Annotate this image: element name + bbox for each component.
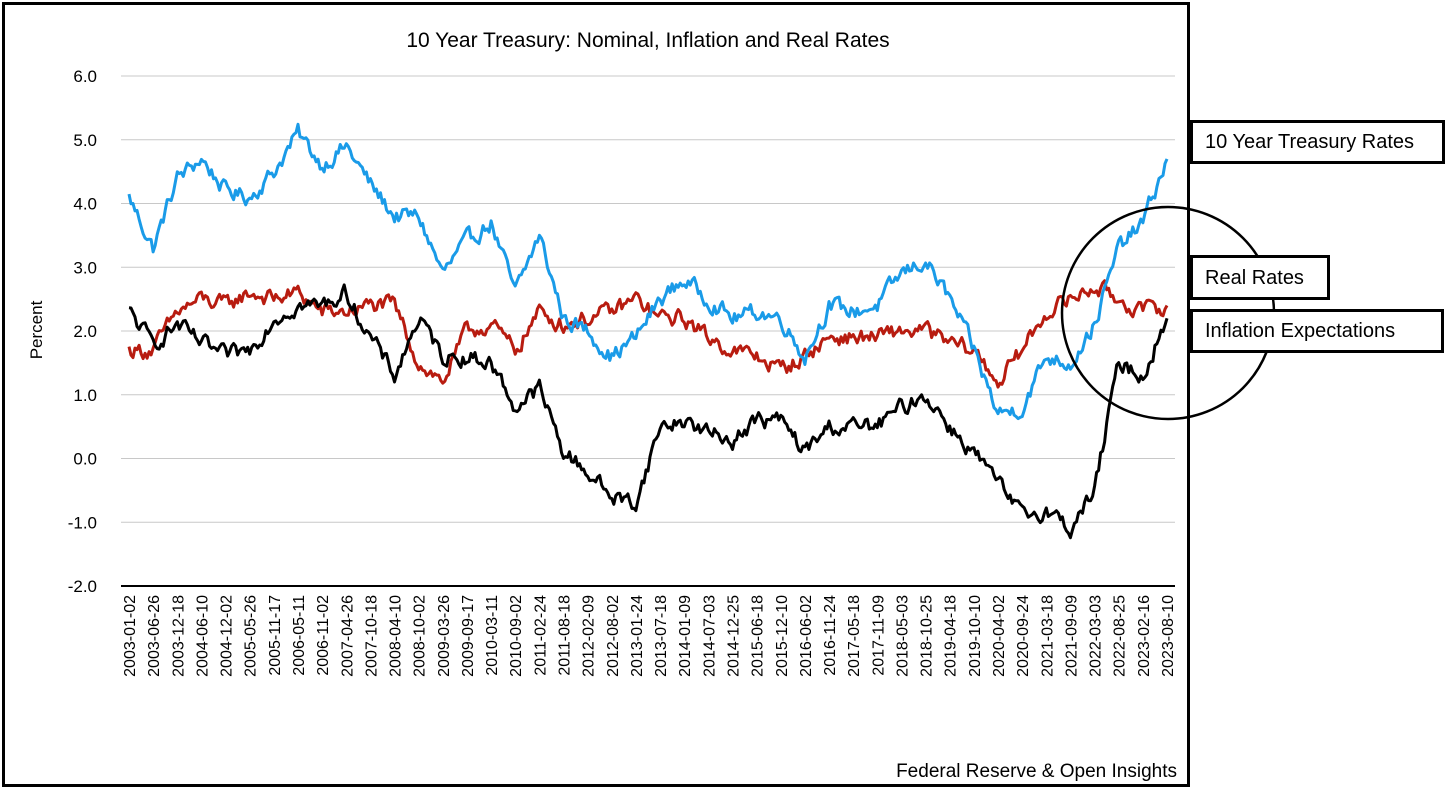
x-tick-label: 2007-10-18	[363, 595, 380, 677]
y-tick-label: -2.0	[68, 577, 97, 596]
y-tick-label: 5.0	[73, 131, 97, 150]
x-tick-label: 2012-08-02	[605, 595, 622, 677]
y-tick-label: -1.0	[68, 513, 97, 532]
x-tick-label: 2020-09-24	[1015, 595, 1032, 677]
legend-label-inflation: Inflation Expectations	[1205, 320, 1396, 342]
y-tick-label: 4.0	[73, 195, 97, 214]
x-tick-label: 2010-03-11	[484, 595, 501, 676]
x-tick-label: 2013-07-18	[653, 595, 670, 677]
x-tick-label: 2011-02-24	[532, 595, 549, 676]
legend-callout-nominal: 10 Year Treasury Rates	[1190, 120, 1445, 164]
x-tick-label: 2013-01-24	[629, 595, 646, 677]
source-note: Federal Reserve & Open Insights	[896, 761, 1177, 782]
series-line-10-year-treasury-rates	[127, 122, 1169, 421]
x-tick-label: 2021-09-09	[1063, 595, 1080, 677]
x-tick-label: 2005-05-26	[243, 595, 260, 677]
x-tick-label: 2015-06-18	[750, 595, 767, 677]
y-tick-label: 0.0	[73, 450, 97, 469]
x-tick-label: 2019-04-18	[943, 595, 960, 677]
x-tick-label: 2022-08-25	[1112, 595, 1129, 677]
x-tick-label: 2019-10-10	[967, 595, 984, 677]
x-tick-label: 2016-06-02	[798, 595, 815, 677]
y-tick-label: 6.0	[73, 67, 97, 86]
x-tick-label: 2023-08-10	[1160, 595, 1177, 677]
x-tick-label: 2006-05-11	[291, 595, 308, 676]
x-tick-label: 2017-11-09	[870, 595, 887, 676]
x-tick-label: 2008-10-02	[412, 595, 429, 677]
x-tick-label: 2009-03-26	[436, 595, 453, 677]
x-tick-label: 2014-07-03	[701, 595, 718, 677]
chart-frame	[2, 2, 1190, 787]
y-tick-labels: 6.0 5.0 4.0 3.0 2.0 1.0 0.0 -1.0 -2.0	[68, 67, 97, 596]
y-axis-label: Percent	[27, 300, 46, 359]
x-tick-label: 2023-02-16	[1136, 595, 1153, 677]
x-tick-label: 2022-03-03	[1088, 595, 1105, 677]
y-tick-label: 1.0	[73, 386, 97, 405]
x-tick-label: 2021-03-18	[1039, 595, 1056, 677]
x-tick-label: 2003-06-26	[146, 595, 163, 677]
chart-title: 10 Year Treasury: Nominal, Inflation and…	[406, 29, 889, 52]
series-lines	[127, 122, 1169, 540]
x-tick-label: 2020-04-02	[991, 595, 1008, 677]
y-tick-label: 3.0	[73, 258, 97, 277]
y-tick-label: 2.0	[73, 322, 97, 341]
x-tick-label: 2003-12-18	[170, 595, 187, 677]
x-tick-label: 2011-08-18	[557, 595, 574, 676]
x-tick-labels: 2003-01-02 2003-06-26 2003-12-18 2004-06-10…	[122, 595, 1177, 677]
legend-label-real: Real Rates	[1205, 266, 1304, 289]
series-line-inflation-expectations	[128, 283, 1169, 540]
x-tick-label: 2004-12-02	[219, 595, 236, 677]
legend-callout-inflation: Inflation Expectations	[1190, 309, 1444, 353]
gridlines	[121, 75, 1175, 587]
x-tick-label: 2018-10-25	[919, 595, 936, 677]
x-tick-label: 2016-11-24	[822, 595, 839, 676]
x-tick-label: 2008-04-10	[388, 595, 405, 677]
x-tick-label: 2014-01-09	[677, 595, 694, 677]
x-tick-label: 2003-01-02	[122, 595, 139, 677]
x-tick-label: 2004-06-10	[194, 595, 211, 677]
x-tick-label: 2007-04-26	[339, 595, 356, 677]
x-tick-label: 2015-12-10	[774, 595, 791, 677]
x-tick-label: 2010-09-02	[508, 595, 525, 677]
series-line-real-rates	[127, 279, 1169, 389]
x-tick-label: 2014-12-25	[725, 595, 742, 677]
x-tick-label: 2012-02-09	[581, 595, 598, 677]
x-tick-label: 2009-09-17	[460, 595, 477, 677]
legend-label-nominal: 10 Year Treasury Rates	[1205, 131, 1415, 153]
x-tick-label: 2006-11-02	[315, 595, 332, 676]
x-tick-label: 2017-05-18	[846, 595, 863, 677]
legend-callout-real: Real Rates	[1190, 255, 1330, 300]
x-tick-label: 2018-05-03	[894, 595, 911, 677]
x-tick-label: 2005-11-17	[267, 595, 284, 676]
